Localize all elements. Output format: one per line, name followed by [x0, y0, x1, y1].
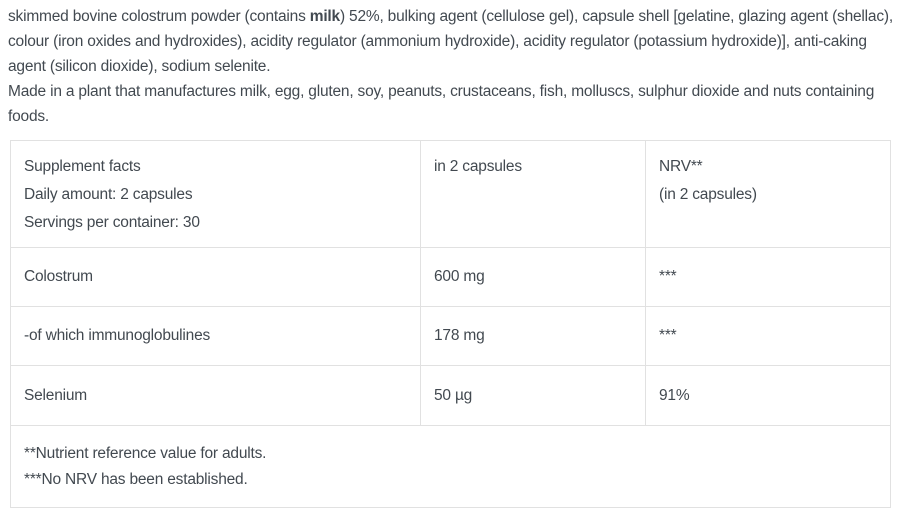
header-nrv-sub-label: (in 2 capsules) — [659, 186, 757, 203]
nutrient-nrv: 91% — [645, 365, 891, 426]
nutrient-name: -of which immunoglobulines — [10, 306, 421, 366]
footnote-nrv: **Nutrient reference value for adults. — [24, 444, 267, 462]
allergen-notice: Made in a plant that manufactures milk, … — [8, 83, 875, 125]
header-nrv-label: NRV** — [659, 158, 703, 175]
nutrient-nrv: *** — [645, 247, 891, 307]
table-header-row: Supplement facts Daily amount: 2 capsule… — [10, 140, 891, 248]
nutrient-amount: 50 µg — [420, 365, 646, 426]
header-cell-supplement-facts: Supplement facts Daily amount: 2 capsule… — [10, 140, 421, 248]
header-title: Supplement facts — [24, 158, 141, 175]
table-row-colostrum: Colostrum 600 mg *** — [10, 247, 891, 307]
ingredients-bold-milk: milk — [309, 8, 340, 25]
header-amount-label: in 2 capsules — [434, 158, 522, 175]
table-row-selenium: Selenium 50 µg 91% — [10, 365, 891, 426]
ingredients-text: skimmed bovine colostrum powder (contain… — [8, 4, 898, 129]
ingredients-part1-text: skimmed bovine colostrum powder (contain… — [8, 8, 310, 25]
table-row-immunoglobulines: -of which immunoglobulines 178 mg *** — [10, 306, 891, 366]
header-servings: Servings per container: 30 — [24, 214, 200, 231]
supplement-facts-table: Supplement facts Daily amount: 2 capsule… — [10, 140, 891, 508]
footnote-no-nrv: ***No NRV has been established. — [24, 470, 248, 488]
nutrient-amount: 600 mg — [420, 247, 646, 307]
header-cell-nrv: NRV** (in 2 capsules) — [645, 140, 891, 248]
table-footnotes-row: **Nutrient reference value for adults. *… — [10, 425, 891, 508]
ingredients-part2-text: ) 52%, bulking agent (cellulose gel), ca… — [8, 8, 893, 75]
nutrient-amount: 178 mg — [420, 306, 646, 366]
nutrient-name: Selenium — [10, 365, 421, 426]
footnotes-cell: **Nutrient reference value for adults. *… — [10, 425, 891, 508]
header-cell-amount-per-serving: in 2 capsules — [420, 140, 646, 248]
ingredients-part1: skimmed bovine colostrum powder (contain… — [8, 8, 893, 75]
nutrient-name: Colostrum — [10, 247, 421, 307]
nutrient-nrv: *** — [645, 306, 891, 366]
header-daily-amount: Daily amount: 2 capsules — [24, 186, 193, 203]
